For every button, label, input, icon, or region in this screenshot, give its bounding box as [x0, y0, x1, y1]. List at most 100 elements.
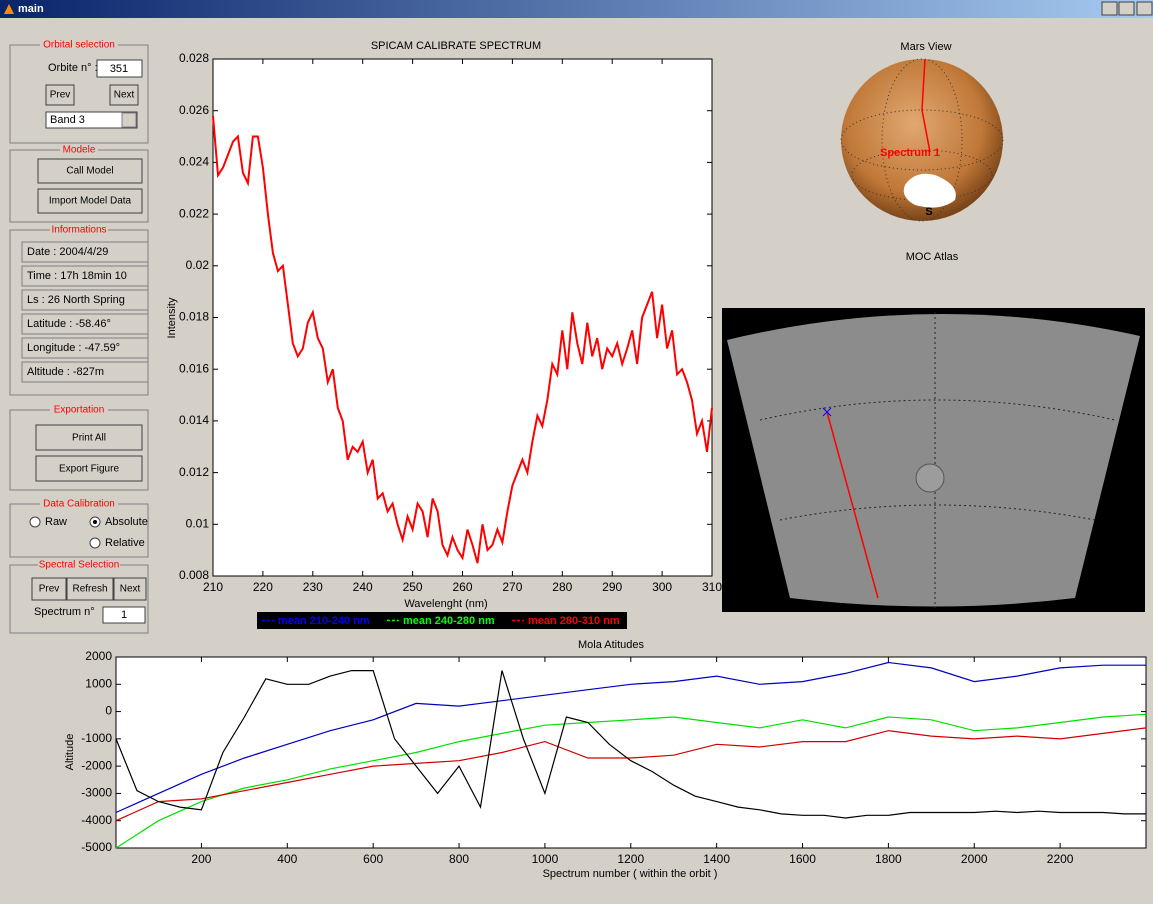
globe — [841, 59, 1003, 221]
data-line — [115, 661, 1146, 814]
info-row — [21, 313, 149, 335]
info-row — [21, 337, 149, 359]
x-tick-label: 800 — [449, 852, 469, 866]
y-tick-label: 0.012 — [179, 465, 209, 479]
exportation-panel: Exportation Print All Export Figure — [9, 405, 149, 491]
y-tick-label: 0.026 — [179, 103, 209, 117]
x-tick-label: 1200 — [617, 852, 644, 866]
x-tick-label: 240 — [353, 580, 373, 594]
band-dropdown[interactable] — [45, 111, 138, 129]
prev-button[interactable]: Prev — [45, 84, 75, 106]
button-label: Next — [114, 90, 135, 101]
orbit-track — [826, 411, 879, 599]
panel-title: Spectral Selection — [39, 560, 120, 571]
grid-line — [851, 149, 993, 201]
y-tick-label: -3000 — [81, 786, 112, 800]
button-label: Import Model Data — [49, 196, 132, 207]
maximize[interactable] — [1118, 1, 1135, 16]
orbit-input[interactable] — [96, 59, 143, 78]
radio[interactable] — [29, 516, 41, 528]
button-label: Call Model — [66, 166, 113, 177]
next-button[interactable]: Next — [109, 84, 139, 106]
y-tick-label: 1000 — [85, 676, 112, 690]
x-tick-label: 280 — [552, 580, 572, 594]
panel-frame — [9, 503, 149, 558]
panel-title-bg — [50, 225, 108, 235]
x-tick-label: 1800 — [875, 852, 902, 866]
panel-title-bg — [50, 405, 108, 415]
radio[interactable] — [89, 537, 101, 549]
mars-title: Mars View — [900, 41, 951, 53]
map-fan — [727, 313, 1140, 607]
mola-title: Mola Atitudes — [578, 639, 645, 651]
info-text: Longitude : -47.59° — [27, 342, 120, 354]
modele-panel: Modele Call Model Import Model Data — [9, 145, 149, 223]
panel-title-bg — [40, 499, 118, 509]
next-spectrum-button[interactable]: Next — [113, 577, 147, 601]
info-text: Ls : 26 North Spring — [27, 294, 125, 306]
x-tick-label: 310 — [702, 580, 722, 594]
y-tick-label: 0 — [105, 704, 112, 718]
x-tick-label: 270 — [502, 580, 522, 594]
y-tick-label: 0.01 — [186, 516, 210, 530]
spectrum-xlabel: Wavelenght (nm) — [404, 598, 487, 610]
mola-plot-area — [115, 656, 1147, 849]
spectrum-label: Spectrum n° — [34, 606, 95, 618]
print-all-button[interactable]: Print All — [35, 424, 143, 451]
spectrum-annotation: Spectrum 1 — [880, 147, 940, 159]
info-text: Latitude : -58.46° — [27, 318, 111, 330]
prev-spectrum-button[interactable]: Prev — [31, 577, 67, 601]
x-tick-label: 1000 — [532, 852, 559, 866]
data-line — [115, 727, 1147, 822]
moc-title: MOC Atlas — [906, 251, 959, 263]
grid-line — [881, 58, 963, 222]
y-tick-label: -1000 — [81, 731, 112, 745]
call-model-button[interactable]: Call Model — [37, 158, 143, 184]
window-title: main — [18, 3, 44, 15]
calibration-panel: Data Calibration Raw Absolute Relative — [9, 499, 149, 558]
dropdown-arrow[interactable] — [121, 112, 137, 128]
app-icon — [4, 4, 14, 14]
x-tick-label: 2000 — [961, 852, 988, 866]
x-tick-label: 230 — [303, 580, 323, 594]
x-tick-label: 250 — [403, 580, 423, 594]
panel-title: Orbital selection — [43, 40, 115, 51]
export-figure-button[interactable]: Export Figure — [35, 455, 143, 482]
button-label: Refresh — [72, 584, 107, 595]
panel-title: Data Calibration — [43, 499, 115, 510]
button-label: Prev — [50, 90, 71, 101]
y-tick-label: 2000 — [85, 649, 112, 663]
moc-image — [722, 308, 1145, 612]
radio-label: Raw — [45, 516, 67, 528]
close[interactable] — [1136, 1, 1153, 16]
y-tick-label: 0.024 — [179, 155, 209, 169]
panel-title: Modele — [63, 145, 96, 156]
polar-cap — [903, 173, 956, 208]
y-tick-label: -4000 — [81, 813, 112, 827]
y-tick-label: 0.018 — [179, 310, 209, 324]
info-row — [21, 289, 149, 311]
y-tick-label: 0.022 — [179, 206, 209, 220]
import-model-button[interactable]: Import Model Data — [37, 188, 143, 214]
x-tick-label: 210 — [203, 580, 223, 594]
spectrum-value: 1 — [121, 609, 127, 621]
grid-line — [840, 109, 1004, 171]
orbit-value: 351 — [110, 63, 128, 75]
y-tick-label: 0.02 — [186, 258, 210, 272]
mola-ylabel: Altitude — [64, 734, 76, 771]
info-row — [21, 241, 149, 263]
y-tick-label: 0.014 — [179, 413, 209, 427]
panel-title: Informations — [51, 225, 106, 236]
spectrum-input[interactable] — [102, 606, 146, 624]
x-tick-label: 220 — [253, 580, 273, 594]
y-tick-label: -5000 — [81, 840, 112, 854]
x-tick-label: 600 — [363, 852, 383, 866]
minimize[interactable] — [1101, 1, 1118, 16]
refresh-button[interactable]: Refresh — [66, 577, 114, 601]
orbit-label: Orbite n° : — [48, 62, 98, 74]
x-tick-label: 2200 — [1047, 852, 1074, 866]
info-row — [21, 265, 149, 287]
pole-label: S — [925, 206, 932, 218]
info-text: Date : 2004/4/29 — [27, 246, 108, 258]
panel-title-bg — [38, 560, 120, 570]
